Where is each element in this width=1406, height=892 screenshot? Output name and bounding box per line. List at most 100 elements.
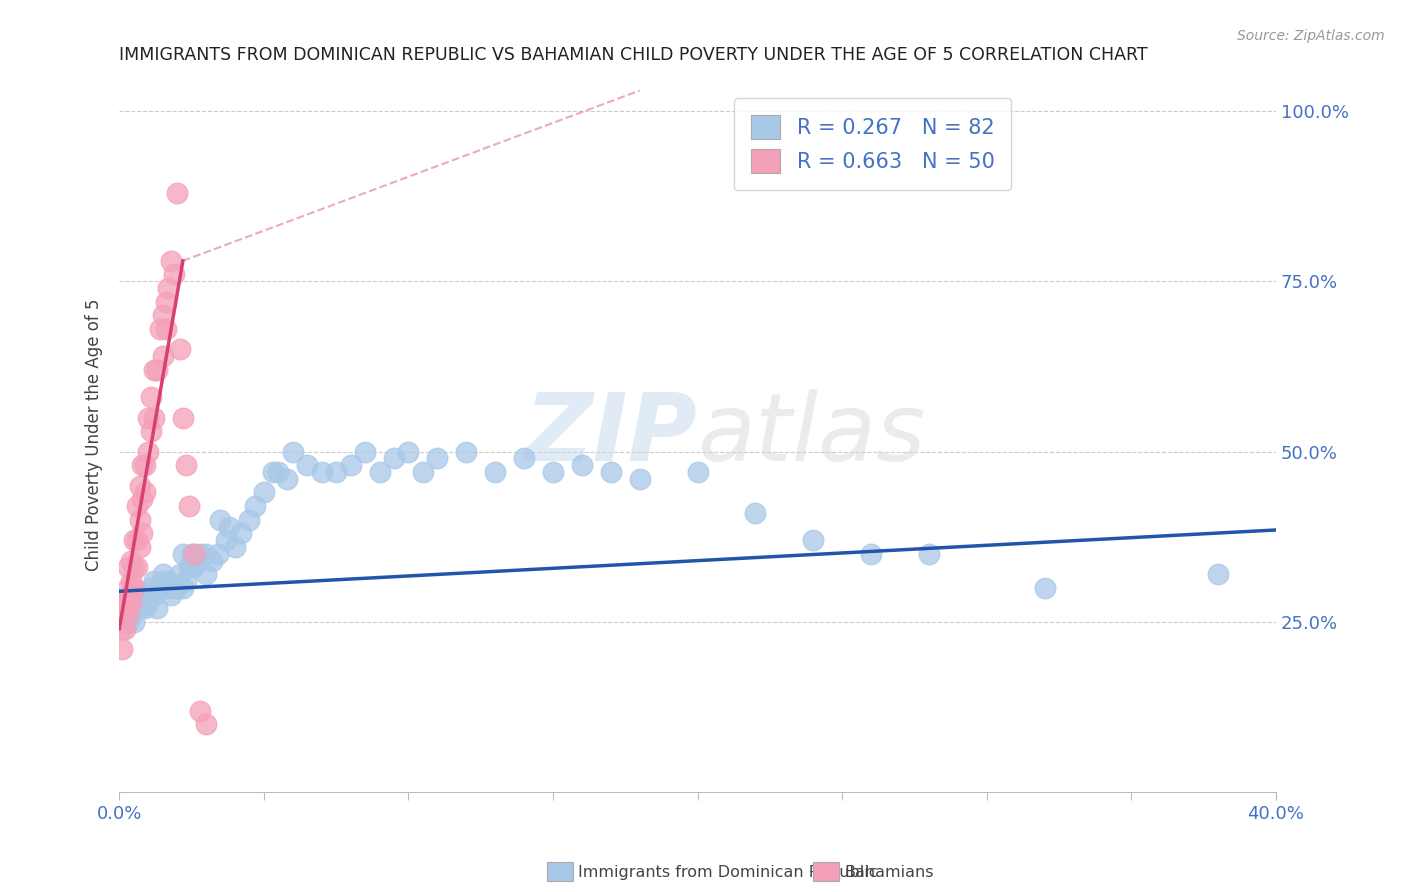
Point bbox=[125, 594, 148, 608]
Point bbox=[183, 560, 205, 574]
Point bbox=[143, 363, 166, 377]
Point bbox=[382, 451, 405, 466]
Point bbox=[195, 567, 218, 582]
Point bbox=[117, 581, 139, 595]
Point bbox=[128, 478, 150, 492]
Point bbox=[186, 554, 208, 568]
Point bbox=[860, 547, 883, 561]
Point bbox=[139, 424, 162, 438]
Point bbox=[117, 608, 139, 623]
Point bbox=[207, 547, 229, 561]
Point bbox=[297, 458, 319, 473]
Point bbox=[253, 485, 276, 500]
Point bbox=[136, 588, 159, 602]
Y-axis label: Child Poverty Under the Age of 5: Child Poverty Under the Age of 5 bbox=[86, 298, 103, 571]
Point bbox=[188, 704, 211, 718]
Point bbox=[177, 499, 200, 513]
Point bbox=[114, 608, 136, 623]
Text: IMMIGRANTS FROM DOMINICAN REPUBLIC VS BAHAMIAN CHILD POVERTY UNDER THE AGE OF 5 : IMMIGRANTS FROM DOMINICAN REPUBLIC VS BA… bbox=[120, 46, 1147, 64]
Point bbox=[172, 547, 194, 561]
Point bbox=[143, 410, 166, 425]
Point bbox=[339, 458, 361, 473]
Point bbox=[131, 458, 153, 473]
Point bbox=[111, 601, 134, 615]
Text: Bahamians: Bahamians bbox=[844, 865, 934, 880]
Point bbox=[114, 601, 136, 615]
Point bbox=[146, 601, 169, 615]
Point bbox=[143, 588, 166, 602]
Point bbox=[111, 601, 134, 615]
Point bbox=[120, 594, 142, 608]
Point bbox=[801, 533, 824, 548]
Point bbox=[229, 526, 252, 541]
Point bbox=[149, 581, 172, 595]
Point bbox=[122, 581, 145, 595]
Text: Immigrants from Dominican Republic: Immigrants from Dominican Republic bbox=[578, 865, 877, 880]
Point bbox=[120, 574, 142, 588]
Point bbox=[114, 622, 136, 636]
Point bbox=[143, 574, 166, 588]
Point bbox=[354, 444, 377, 458]
Point bbox=[125, 601, 148, 615]
Point bbox=[169, 343, 191, 357]
Point bbox=[125, 499, 148, 513]
Point bbox=[174, 574, 197, 588]
Point bbox=[744, 506, 766, 520]
Point bbox=[125, 560, 148, 574]
Point bbox=[686, 465, 709, 479]
Point bbox=[172, 410, 194, 425]
Point bbox=[262, 465, 284, 479]
Point bbox=[117, 601, 139, 615]
Point bbox=[152, 309, 174, 323]
Point bbox=[136, 594, 159, 608]
Point bbox=[160, 253, 183, 268]
Point bbox=[155, 581, 177, 595]
Point bbox=[398, 444, 420, 458]
Point bbox=[149, 322, 172, 336]
Point bbox=[146, 363, 169, 377]
Point bbox=[117, 615, 139, 629]
Point bbox=[114, 594, 136, 608]
Point bbox=[172, 581, 194, 595]
Point bbox=[120, 554, 142, 568]
Point bbox=[209, 513, 232, 527]
Point bbox=[238, 513, 260, 527]
Point bbox=[484, 465, 506, 479]
Point bbox=[426, 451, 449, 466]
Point bbox=[311, 465, 333, 479]
Point bbox=[174, 458, 197, 473]
Point bbox=[134, 485, 156, 500]
Point bbox=[180, 547, 202, 561]
Point bbox=[1033, 581, 1056, 595]
Point bbox=[152, 574, 174, 588]
Point bbox=[157, 574, 180, 588]
Point bbox=[136, 444, 159, 458]
Point bbox=[456, 444, 478, 458]
Point bbox=[134, 601, 156, 615]
Text: ZIP: ZIP bbox=[524, 389, 697, 481]
Point bbox=[136, 410, 159, 425]
Point bbox=[163, 268, 186, 282]
Point bbox=[628, 472, 651, 486]
Point bbox=[1206, 567, 1229, 582]
Point bbox=[125, 533, 148, 548]
Point bbox=[157, 281, 180, 295]
Point bbox=[218, 519, 240, 533]
Point bbox=[215, 533, 238, 548]
Text: Source: ZipAtlas.com: Source: ZipAtlas.com bbox=[1237, 29, 1385, 43]
Point bbox=[195, 547, 218, 561]
Point bbox=[122, 533, 145, 548]
Point bbox=[131, 492, 153, 507]
Point bbox=[128, 601, 150, 615]
Point bbox=[155, 322, 177, 336]
Point bbox=[281, 444, 304, 458]
Point bbox=[224, 540, 246, 554]
Point bbox=[368, 465, 391, 479]
Point bbox=[201, 554, 224, 568]
Point bbox=[131, 588, 153, 602]
Point bbox=[243, 499, 266, 513]
Point bbox=[128, 540, 150, 554]
Point bbox=[166, 581, 188, 595]
Point bbox=[513, 451, 536, 466]
Point bbox=[122, 601, 145, 615]
